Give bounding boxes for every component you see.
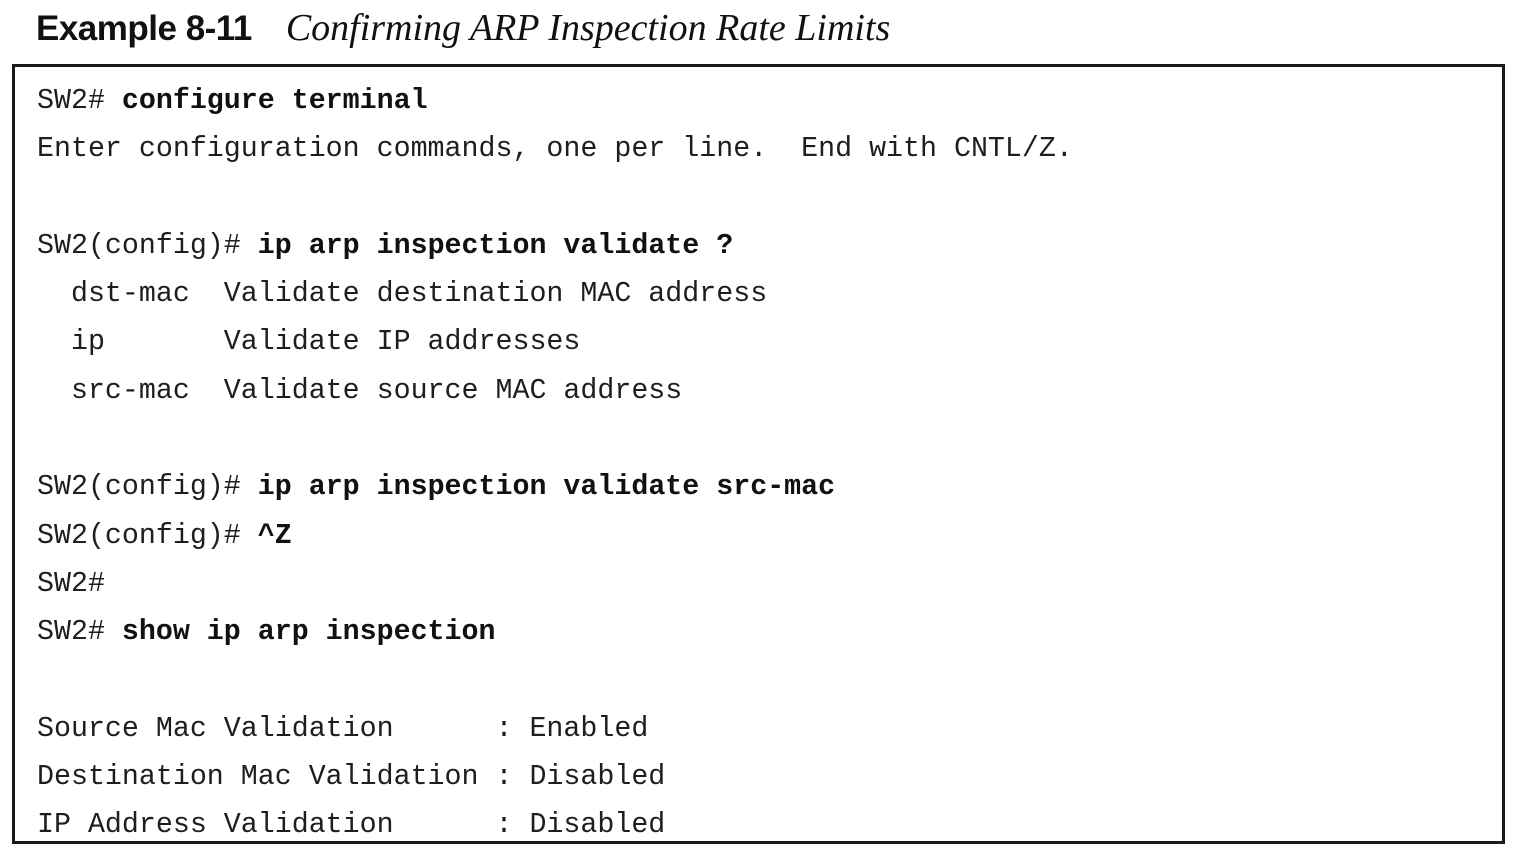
terminal-line: src-mac Validate source MAC address [37, 367, 1073, 415]
cli-prompt: SW2# [37, 85, 122, 117]
cli-command: ip arp inspection validate src-mac [257, 471, 836, 504]
cli-output: Destination Mac Validation : Disabled [37, 761, 666, 794]
terminal-line: Enter configuration commands, one per li… [37, 125, 1073, 173]
terminal-line [37, 657, 1073, 705]
terminal-line: Destination Mac Validation : Disabled [37, 753, 1073, 801]
terminal-line: IP Address Validation : Disabled [37, 801, 1073, 849]
cli-output: Source Mac Validation : Enabled [37, 712, 649, 745]
example-caption: Example 8-11 Confirming ARP Inspection Ra… [36, 6, 890, 52]
cli-output: ip Validate IP addresses [37, 326, 581, 359]
cli-output: dst-mac Validate destination MAC address [37, 278, 768, 311]
cli-prompt: SW2(config)# [37, 519, 258, 552]
terminal-line [37, 174, 1073, 222]
terminal-line: SW2# [37, 560, 1073, 608]
terminal-line: SW2# configure terminal [37, 77, 1073, 125]
cli-prompt: SW2# [37, 616, 122, 649]
terminal-line: ip Validate IP addresses [37, 318, 1073, 366]
cli-output: IP Address Validation : Disabled [37, 809, 666, 842]
terminal-lines: SW2# configure terminal Enter configurat… [37, 77, 1073, 850]
cli-prompt: SW2# [37, 567, 105, 600]
terminal-listing: SW2# configure terminal Enter configurat… [12, 64, 1505, 844]
cli-command: ^Z [257, 519, 292, 552]
cli-command: ip arp inspection validate ? [257, 229, 734, 262]
cli-command: configure terminal [121, 85, 428, 117]
cli-output: Enter configuration commands, one per li… [37, 133, 1073, 166]
terminal-line [37, 415, 1073, 463]
cli-prompt: SW2(config)# [37, 471, 258, 504]
terminal-line: SW2(config)# ^Z [37, 512, 1073, 560]
terminal-line: SW2(config)# ip arp inspection validate … [37, 222, 1073, 270]
cli-prompt: SW2(config)# [37, 229, 258, 262]
terminal-line: SW2(config)# ip arp inspection validate … [37, 463, 1073, 511]
terminal-line: Source Mac Validation : Enabled [37, 705, 1073, 753]
example-title: Confirming ARP Inspection Rate Limits [285, 7, 891, 49]
terminal-line: dst-mac Validate destination MAC address [37, 270, 1073, 318]
cli-output: src-mac Validate source MAC address [37, 374, 683, 407]
terminal-line: SW2# show ip arp inspection [37, 608, 1073, 656]
example-number: Example 8-11 [36, 9, 252, 48]
cli-command: show ip arp inspection [121, 616, 496, 649]
